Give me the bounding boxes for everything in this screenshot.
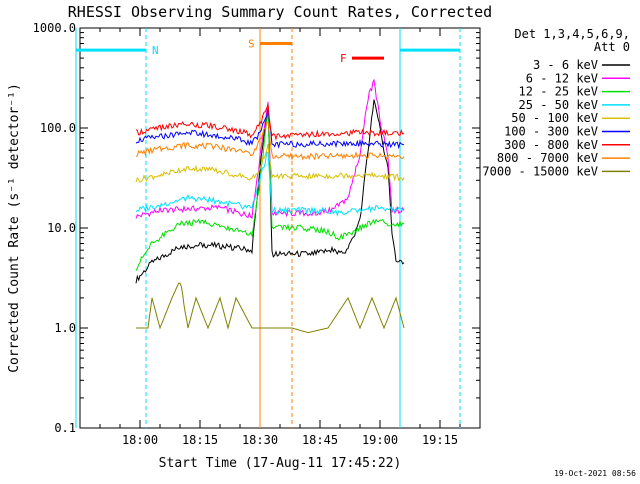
y-axis-label: Corrected Count Rate (s⁻¹ detector⁻¹)	[7, 83, 22, 373]
y-tick-label: 1.0	[54, 321, 76, 335]
series-line	[135, 151, 405, 217]
series-line	[135, 104, 405, 142]
mode-boundaries	[75, 28, 461, 428]
x-tick-label: 18:15	[182, 433, 218, 447]
series-line	[135, 121, 405, 161]
legend-entry-label: 300 - 800 keV	[504, 138, 598, 152]
series-line	[136, 282, 405, 334]
legend-entry-label: 3 - 6 keV	[533, 58, 598, 72]
chart-title: RHESSI Observing Summary Count Rates, Co…	[68, 3, 492, 21]
series-line	[135, 99, 405, 284]
legend-header-line-1: Det 1,3,4,5,6,9,	[514, 27, 630, 41]
legend-entry-label: 100 - 300 keV	[504, 125, 598, 139]
series-line	[135, 143, 405, 183]
legend-entry-label: 12 - 25 keV	[519, 85, 598, 99]
x-axis-label: Start Time (17-Aug-11 17:45:22)	[159, 456, 402, 471]
legend-entry-label: 7000 - 15000 keV	[482, 164, 598, 178]
legend-entry-label: 25 - 50 keV	[519, 98, 598, 112]
y-axis: 0.1 1.0 10.0 100.0 1000.0	[33, 21, 480, 435]
annotation-label: F	[340, 52, 347, 65]
x-tick-label: 19:00	[362, 433, 398, 447]
series-lines	[135, 78, 405, 334]
x-tick-label: 18:30	[242, 433, 278, 447]
timestamp: 19-Oct-2021 08:56	[554, 469, 636, 478]
annotation-label: N	[152, 44, 159, 57]
y-tick-label: 1000.0	[33, 21, 76, 35]
y-tick-label: 10.0	[47, 221, 76, 235]
y-tick-label: 100.0	[40, 121, 76, 135]
x-tick-label: 19:15	[422, 433, 458, 447]
annotations: N S F	[76, 37, 460, 65]
x-tick-label: 18:00	[122, 433, 158, 447]
annotation-label: S	[248, 37, 255, 50]
legend-header-line-2: Att 0	[594, 40, 630, 54]
legend-entry-label: 6 - 12 keV	[526, 71, 598, 85]
series-line	[135, 107, 405, 271]
legend-entry-label: 800 - 7000 keV	[497, 151, 598, 165]
legend-entry-label: 50 - 100 keV	[511, 111, 598, 125]
y-tick-label: 0.1	[54, 421, 76, 435]
x-tick-label: 18:45	[302, 433, 338, 447]
x-axis: 18:00 18:15 18:30 18:45 19:00 19:15	[99, 28, 461, 447]
